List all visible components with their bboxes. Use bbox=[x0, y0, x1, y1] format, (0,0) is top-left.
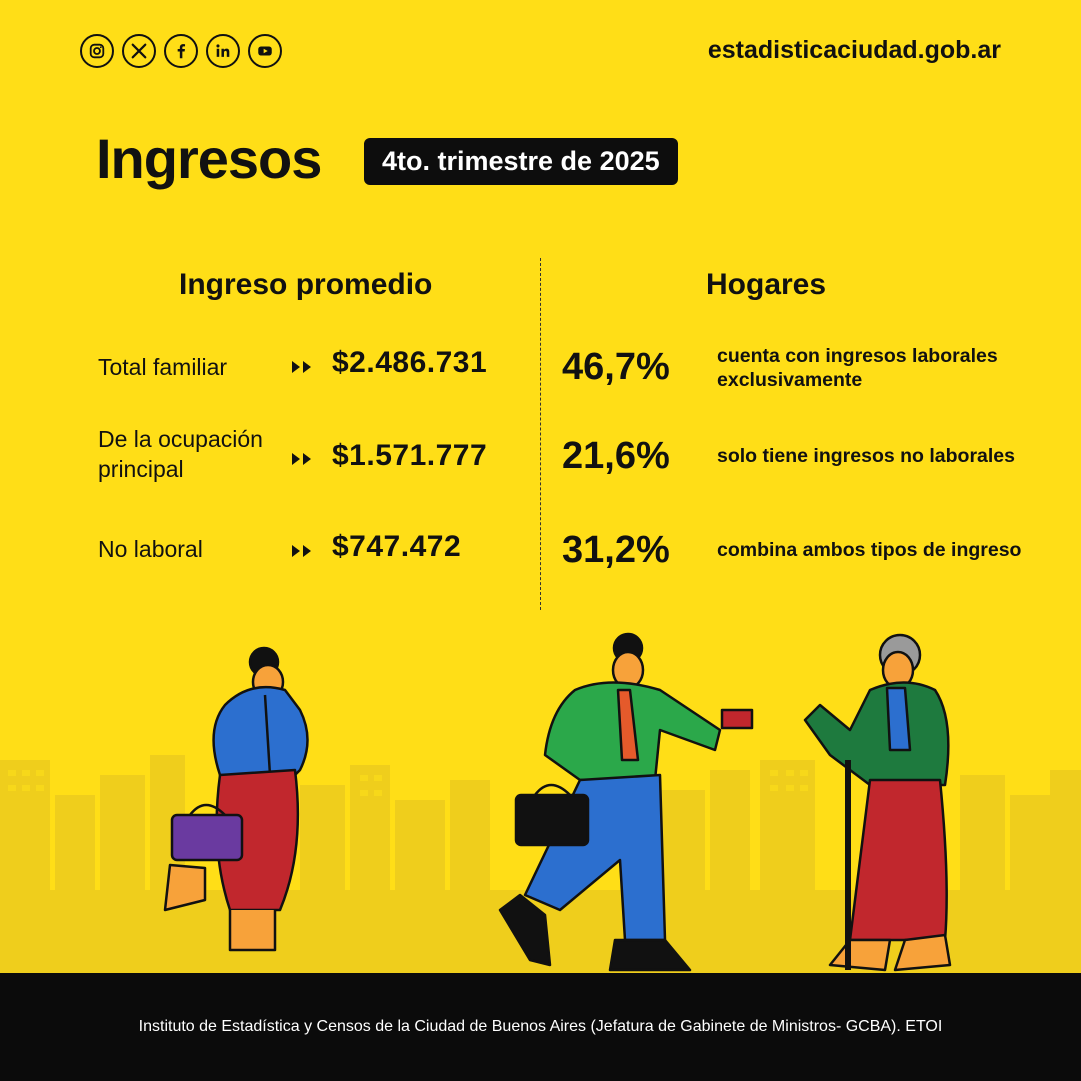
households-pct-both: 31,2% bbox=[562, 529, 670, 571]
income-heading: Ingreso promedio bbox=[179, 268, 433, 301]
woman-with-purse bbox=[163, 646, 309, 952]
households-pct-nonlabor: 21,6% bbox=[562, 435, 670, 477]
income-label-principal: De la ocupación principal bbox=[98, 426, 263, 482]
linkedin-icon[interactable] bbox=[206, 34, 240, 68]
double-arrow-icon bbox=[292, 453, 311, 465]
man-with-briefcase bbox=[498, 632, 754, 972]
youtube-icon[interactable] bbox=[248, 34, 282, 68]
income-value-nonlabor: $747.472 bbox=[332, 530, 462, 563]
households-pct-labor: 46,7% bbox=[562, 346, 670, 388]
households-desc-labor: cuenta con ingresos laborales exclusivam… bbox=[717, 345, 998, 391]
households-desc-nonlabor: solo tiene ingresos no laborales bbox=[717, 445, 1015, 467]
income-label-total: Total familiar bbox=[98, 354, 228, 380]
older-woman-with-cane bbox=[803, 633, 952, 972]
social-links bbox=[80, 34, 282, 68]
page-title: Ingresos bbox=[96, 127, 322, 190]
facebook-icon[interactable] bbox=[164, 34, 198, 68]
x-icon[interactable] bbox=[122, 34, 156, 68]
income-label-nonlabor: No laboral bbox=[98, 536, 203, 562]
site-url-link[interactable]: estadisticaciudad.gob.ar bbox=[707, 36, 1001, 64]
column-divider bbox=[540, 258, 541, 610]
instagram-icon[interactable] bbox=[80, 34, 114, 68]
double-arrow-icon bbox=[292, 361, 311, 373]
income-value-principal: $1.571.777 bbox=[332, 439, 488, 472]
households-heading: Hogares bbox=[706, 268, 827, 301]
income-value-total: $2.486.731 bbox=[332, 346, 488, 379]
footer-source: Instituto de Estadística y Censos de la … bbox=[0, 973, 1081, 1081]
period-badge: 4to. trimestre de 2025 bbox=[364, 138, 678, 185]
double-arrow-icon bbox=[292, 545, 311, 557]
people-walking-illustration bbox=[0, 632, 1081, 975]
households-desc-both: combina ambos tipos de ingreso bbox=[717, 539, 1022, 561]
